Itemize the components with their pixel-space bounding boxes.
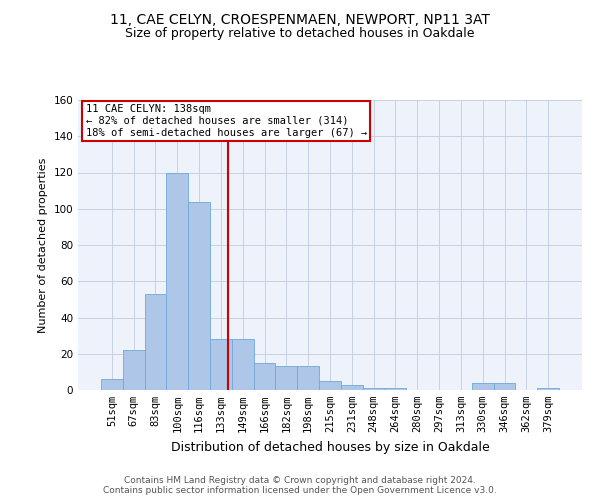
Bar — [166, 172, 188, 390]
Bar — [494, 383, 515, 390]
X-axis label: Distribution of detached houses by size in Oakdale: Distribution of detached houses by size … — [170, 440, 490, 454]
Bar — [537, 388, 559, 390]
Bar — [472, 383, 494, 390]
Bar — [232, 339, 254, 390]
Bar — [297, 366, 319, 390]
Bar — [101, 379, 123, 390]
Bar — [210, 339, 232, 390]
Bar — [363, 388, 385, 390]
Bar — [319, 381, 341, 390]
Text: Size of property relative to detached houses in Oakdale: Size of property relative to detached ho… — [125, 28, 475, 40]
Bar — [341, 384, 363, 390]
Text: 11, CAE CELYN, CROESPENMAEN, NEWPORT, NP11 3AT: 11, CAE CELYN, CROESPENMAEN, NEWPORT, NP… — [110, 12, 490, 26]
Bar — [123, 350, 145, 390]
Bar — [254, 363, 275, 390]
Bar — [145, 294, 166, 390]
Text: 11 CAE CELYN: 138sqm
← 82% of detached houses are smaller (314)
18% of semi-deta: 11 CAE CELYN: 138sqm ← 82% of detached h… — [86, 104, 367, 138]
Bar — [385, 388, 406, 390]
Bar — [188, 202, 210, 390]
Bar — [275, 366, 297, 390]
Y-axis label: Number of detached properties: Number of detached properties — [38, 158, 48, 332]
Text: Contains HM Land Registry data © Crown copyright and database right 2024.
Contai: Contains HM Land Registry data © Crown c… — [103, 476, 497, 495]
